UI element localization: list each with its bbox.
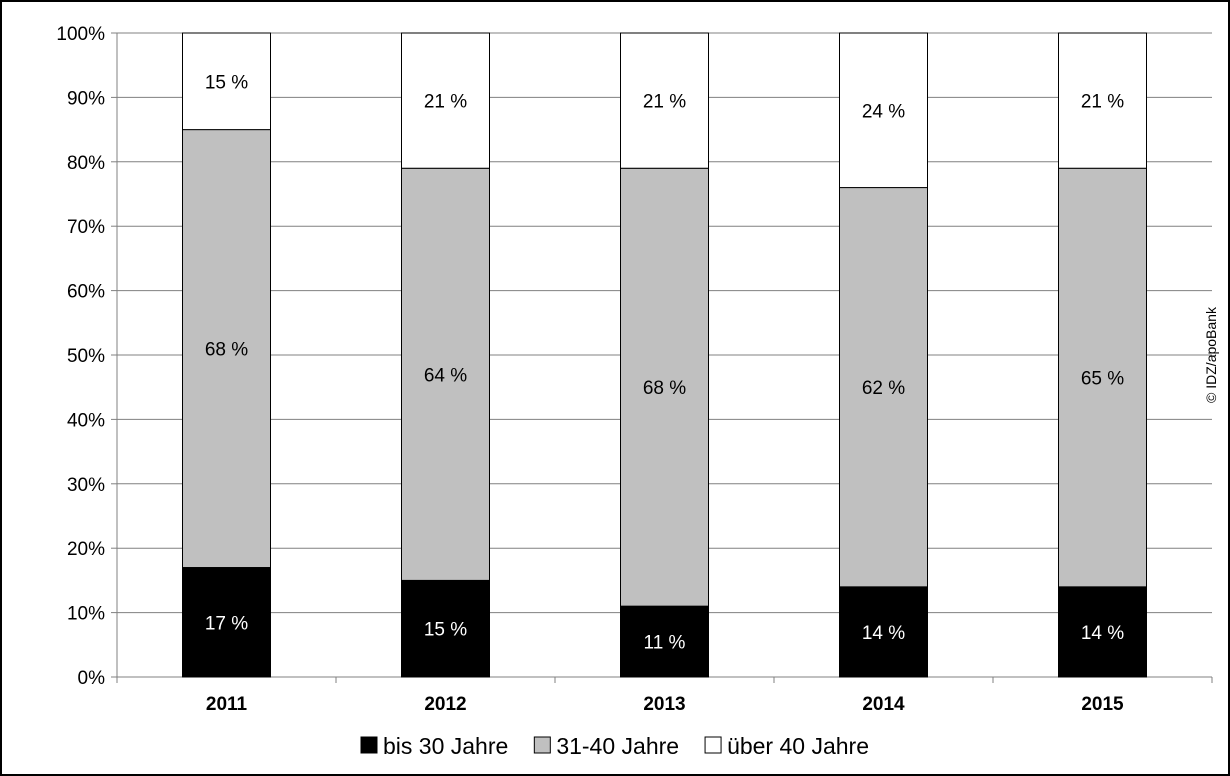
- data-label: 68 %: [205, 340, 248, 361]
- y-tick-label: 30%: [67, 475, 105, 496]
- data-label: 14 %: [862, 623, 905, 644]
- data-label: 24 %: [862, 101, 905, 122]
- y-tick-label: 20%: [67, 539, 105, 560]
- legend-swatch: [533, 736, 551, 754]
- data-label: 65 %: [1081, 369, 1124, 390]
- x-tick-label: 2012: [424, 694, 466, 715]
- y-tick-label: 40%: [67, 410, 105, 431]
- y-tick-label: 80%: [67, 153, 105, 174]
- bar-segment: [1058, 586, 1147, 678]
- bar-segment: [182, 32, 271, 131]
- y-tick-label: 50%: [67, 346, 105, 367]
- data-label: 17 %: [205, 613, 248, 634]
- data-label: 21 %: [643, 92, 686, 113]
- data-label: 21 %: [424, 92, 467, 113]
- bar-segment: [401, 579, 490, 678]
- legend-label: über 40 Jahre: [727, 733, 869, 759]
- x-tick-label: 2014: [862, 694, 905, 715]
- bar-segment: [839, 187, 928, 588]
- data-label: 68 %: [643, 378, 686, 399]
- bar-segment: [620, 167, 709, 607]
- legend-label: bis 30 Jahre: [383, 733, 508, 759]
- data-label: 15 %: [424, 620, 467, 641]
- x-tick-label: 2011: [206, 694, 248, 715]
- data-label: 64 %: [424, 365, 467, 386]
- bar-segment: [401, 32, 490, 169]
- bar-labels: 17 % 68 % 15 % 15 % 64 % 21 % 11 % 68 % 21 % 14 %…: [205, 72, 1124, 653]
- bar-segment: [182, 567, 271, 678]
- bar-segment: [839, 586, 928, 678]
- bar-segment: [401, 167, 490, 581]
- y-tick-label: 0%: [78, 668, 106, 689]
- x-tick-label: 2013: [643, 694, 685, 715]
- credit-text: © IDZ/apoBank: [1203, 306, 1219, 403]
- y-tick-label: 60%: [67, 282, 105, 303]
- data-label: 11 %: [644, 633, 686, 654]
- bars: [182, 32, 1147, 678]
- bar-segment: [620, 605, 709, 678]
- legend-swatch: [704, 736, 722, 754]
- y-tick-label: 70%: [67, 217, 105, 238]
- bar-segment: [839, 32, 928, 189]
- y-tick-label: 90%: [67, 88, 105, 109]
- data-label: 15 %: [205, 72, 248, 93]
- x-tick-label: 2015: [1081, 694, 1124, 715]
- data-label: 62 %: [862, 378, 905, 399]
- bar-segment: [1058, 167, 1147, 588]
- legend-swatch: [360, 736, 378, 754]
- x-tick-labels: 2011 2012 2013 2014 2015: [206, 694, 1124, 715]
- bar-segment: [1058, 32, 1147, 169]
- y-tick-label: 10%: [67, 604, 105, 625]
- y-tick-label: 100%: [56, 24, 105, 45]
- legend: bis 30 Jahre 31-40 Jahre über 40 Jahre: [360, 733, 869, 759]
- legend-label: 31-40 Jahre: [556, 733, 679, 759]
- bar-segment: [182, 129, 271, 569]
- y-tick-labels: 0% 10% 20% 30% 40% 50% 60% 70% 80% 90% 100%: [56, 24, 105, 689]
- data-label: 14 %: [1081, 623, 1124, 644]
- data-label: 21 %: [1081, 92, 1124, 113]
- bar-segment: [620, 32, 709, 169]
